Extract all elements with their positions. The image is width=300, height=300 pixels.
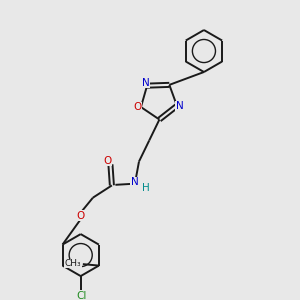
Text: N: N <box>142 78 149 88</box>
Text: N: N <box>176 101 184 111</box>
Text: N: N <box>131 178 139 188</box>
Text: Cl: Cl <box>76 291 86 300</box>
Text: O: O <box>103 156 112 166</box>
Text: H: H <box>142 183 150 193</box>
Text: O: O <box>133 102 142 112</box>
Text: O: O <box>76 211 85 221</box>
Text: CH₃: CH₃ <box>65 259 82 268</box>
